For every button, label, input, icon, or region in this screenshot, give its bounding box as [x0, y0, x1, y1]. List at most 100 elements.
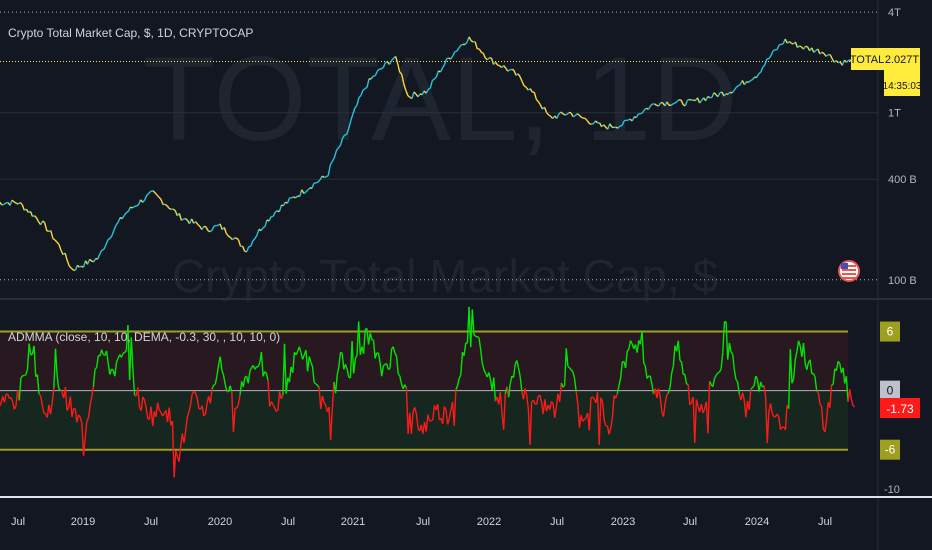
price-segment: [219, 223, 223, 230]
oscillator-segment: [320, 395, 324, 409]
price-segment: [403, 83, 407, 91]
oscillator-segment: [346, 369, 350, 378]
price-segment: [478, 48, 482, 53]
price-segment: [9, 199, 13, 206]
price-segment: [50, 230, 54, 239]
oscillator-segment: [49, 402, 53, 415]
indicator-pane[interactable]: [0, 306, 856, 478]
oscillator-segment: [763, 385, 767, 397]
main-legend[interactable]: Crypto Total Market Cap, $, 1D, CRYPTOCA…: [8, 26, 254, 40]
price-segment: [158, 196, 162, 200]
oscillator-segment: [211, 384, 215, 390]
price-segment: [687, 98, 690, 102]
oscillator-segment: [239, 381, 243, 395]
oscillator-segment: [213, 383, 216, 386]
price-segment: [241, 245, 246, 252]
price-segment: [360, 89, 364, 96]
oscillator-segment: [649, 375, 653, 385]
price-segment: [385, 61, 388, 64]
price-segment: [113, 224, 117, 231]
oscillator-segment: [382, 363, 386, 367]
oscillator-segment: [283, 343, 287, 394]
price-segment: [268, 216, 272, 222]
oscillator-segment: [572, 371, 576, 379]
oscillator-segment: [394, 352, 398, 357]
oscillator-segment: [731, 354, 736, 370]
price-segment: [684, 100, 688, 107]
price-segment: [435, 70, 440, 78]
price-segment: [419, 93, 423, 96]
oscillator-segment: [142, 396, 146, 401]
price-segment: [746, 81, 749, 84]
price-segment: [144, 195, 148, 201]
oscillator-segment: [628, 340, 632, 350]
oscillator-segment: [351, 341, 355, 374]
price-segment: [248, 245, 251, 248]
price-axis[interactable]: 4T 1T 400 B 100 B: [888, 7, 917, 287]
oscillator-segment: [598, 397, 602, 445]
oscillator-segment: [285, 377, 289, 394]
oscillator-segment: [173, 450, 177, 478]
price-segment: [333, 150, 338, 158]
oscillator-segment: [362, 329, 366, 354]
price-segment: [497, 64, 500, 67]
oscillator-segment: [708, 381, 712, 386]
indicator-legend[interactable]: ADMMA (close, 10, 10, DEMA, -0.3, 30, , …: [8, 330, 281, 344]
oscillator-segment: [766, 411, 770, 444]
price-segment: [19, 201, 23, 206]
oscillator-segment: [51, 388, 55, 403]
oscillator-segment: [707, 381, 711, 434]
oscillator-segment: [186, 411, 190, 418]
oscillator-segment: [41, 404, 45, 414]
price-segment: [262, 225, 266, 229]
upper-zone: [0, 331, 848, 391]
oscillator-segment: [26, 343, 30, 370]
price-segment: [768, 55, 772, 60]
indicator-axis[interactable]: 6 0 -6 -10: [880, 321, 900, 497]
price-segment: [845, 59, 849, 63]
price-segment: [125, 210, 129, 214]
oscillator-segment: [483, 369, 487, 374]
price-segment: [484, 57, 488, 61]
price-segment: [574, 113, 578, 117]
oscillator-segment: [229, 385, 233, 392]
oscillator-segment: [54, 348, 58, 376]
price-segment: [52, 237, 56, 241]
oscillator-segment: [204, 402, 208, 415]
price-segment: [693, 99, 696, 102]
oscillator-segment: [535, 395, 539, 405]
oscillator-segment: [111, 368, 114, 371]
oscillator-segment: [555, 393, 559, 408]
oscillator-segment: [532, 399, 536, 405]
price-segment: [819, 51, 823, 55]
lower-zone: [0, 390, 848, 450]
price-segment: [735, 85, 739, 88]
oscillator-segment: [94, 366, 98, 370]
price-pane[interactable]: [0, 11, 878, 281]
oscillator-segment: [502, 393, 506, 430]
time-axis[interactable]: Jul 2019 Jul 2020 Jul 2021 Jul 2022 Jul 2023 Jul 20…: [11, 516, 832, 528]
oscillator-segment: [415, 413, 419, 428]
oscillator-segment: [453, 389, 457, 426]
price-segment: [672, 102, 676, 105]
indicator-tick-label: 6: [887, 325, 894, 339]
oscillator-segment: [196, 398, 200, 409]
oscillator-segment: [168, 407, 172, 426]
oscillator-segment: [776, 413, 780, 418]
price-segment: [546, 112, 550, 116]
price-segment: [521, 81, 525, 87]
oscillator-segment: [797, 340, 801, 347]
oscillator-segment: [689, 402, 693, 406]
us-flag-icon[interactable]: [838, 260, 860, 282]
price-segment: [411, 91, 415, 99]
oscillator-segment: [845, 376, 849, 402]
price-segment: [578, 114, 582, 118]
band-tag-box: [880, 439, 900, 460]
oscillator-segment: [725, 321, 729, 360]
oscillator-segment: [493, 377, 497, 402]
indicator-tick-label: 0: [887, 384, 894, 398]
oscillator-segment: [679, 359, 683, 363]
price-segment: [441, 64, 446, 69]
price-segment: [825, 54, 829, 57]
